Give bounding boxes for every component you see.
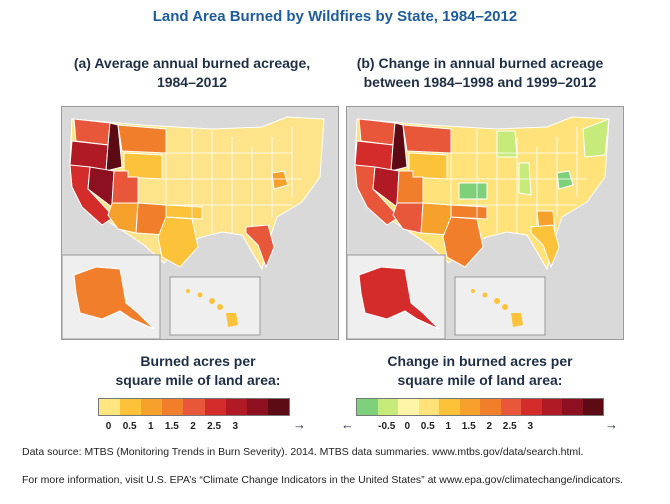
legend-swatch (541, 399, 562, 415)
state-west-virginia (271, 170, 289, 190)
state-hawaii (471, 289, 523, 327)
state-hawaii (186, 289, 238, 327)
state-montana (117, 124, 167, 154)
panel-a-right-arrow-icon: → (293, 417, 306, 432)
legend-tick-label: 0 (404, 421, 411, 432)
legend-swatch (480, 399, 501, 415)
legend-tick-label: 2.5 (207, 421, 222, 432)
state-wyoming (408, 152, 448, 180)
panel-b-title-line1: (b) Change in annual burned acreage (356, 55, 604, 71)
state-florida (530, 224, 560, 269)
legend-swatch (120, 399, 142, 415)
legend-tick-label: 1 (445, 421, 452, 432)
legend-swatch (439, 399, 460, 415)
legend-swatch (418, 399, 439, 415)
figure-title: Land Area Burned by Wildfires by State, … (152, 8, 518, 25)
panel-a-title-line1: (a) Average annual burned acreage, (73, 55, 311, 71)
legend-swatch (377, 399, 398, 415)
state-idaho (105, 122, 123, 172)
legend-tick-label: 2 (486, 421, 493, 432)
panel-a-map (61, 106, 339, 340)
legend-swatch (99, 399, 121, 415)
panel-a-title: (a) Average annual burned acreage, 1984–… (42, 54, 342, 92)
state-washington (73, 118, 111, 146)
legend-tick-label: 0 (105, 421, 112, 432)
legend-swatch (357, 399, 378, 415)
legend-tick-label: 2.5 (502, 421, 517, 432)
panel-b-right-arrow-icon: → (605, 417, 618, 432)
legend-tick-label: 2 (190, 421, 196, 432)
legend-tick-label: -0.5 (378, 421, 396, 432)
state-wyoming (123, 152, 163, 180)
legend-swatch (500, 399, 521, 415)
legend-swatch (562, 399, 583, 415)
panel-b-legend-line1: Change in burned acres per (387, 353, 573, 369)
panel-b-title: (b) Change in annual burned acreage betw… (330, 54, 630, 92)
legend-swatch (183, 399, 205, 415)
state-montana (402, 124, 452, 154)
legend-tick-label: 3 (527, 421, 534, 432)
legend-swatch (267, 399, 289, 415)
state-new-england (582, 118, 610, 158)
state-alaska (73, 266, 155, 330)
panel-b-title-line2: between 1984–1998 and 1999–2012 (363, 74, 597, 90)
state-florida (245, 224, 275, 269)
state-idaho (390, 122, 408, 172)
data-source-note: Data source: MTBS (Monitoring Trends in … (22, 446, 584, 458)
legend-swatch (246, 399, 268, 415)
state-borders (447, 127, 587, 233)
state-kansas (458, 182, 488, 200)
panel-b-legend-line2: square mile of land area: (397, 372, 563, 388)
legend-tick-label: 0.5 (122, 421, 137, 432)
panel-a-legend-line1: Burned acres per (140, 353, 256, 369)
state-oklahoma (450, 204, 488, 220)
hawaii-inset-box (454, 276, 546, 336)
legend-tick-label: 3 (232, 421, 238, 432)
state-west-virginia (556, 170, 574, 190)
state-arizona (107, 202, 139, 234)
panel-a-title-line2: 1984–2012 (156, 74, 228, 90)
legend-swatch (521, 399, 542, 415)
legend-swatch (225, 399, 247, 415)
state-borders (162, 127, 302, 233)
state-arizona (392, 202, 424, 234)
panel-a-legend-bar (98, 398, 290, 416)
panel-a-legend-line2: square mile of land area: (115, 372, 281, 388)
legend-tick-label: 0.5 (420, 421, 435, 432)
legend-swatch (204, 399, 226, 415)
more-info-note: For more information, visit U.S. EPA’s “… (22, 474, 624, 486)
legend-swatch (398, 399, 419, 415)
panel-b-legend-bar (356, 398, 604, 416)
panel-b-map (346, 106, 624, 340)
legend-tick-label: 1 (147, 421, 154, 432)
state-alaska (358, 266, 440, 330)
legend-swatch (459, 399, 480, 415)
legend-tick-label: 1.5 (461, 421, 476, 432)
legend-swatch (141, 399, 163, 415)
legend-tick-label: 1.5 (164, 421, 179, 432)
hawaii-inset-box (169, 276, 261, 336)
panel-a-legend-title: Burned acres per square mile of land are… (48, 352, 348, 390)
state-washington (358, 118, 396, 146)
panel-b-legend-title: Change in burned acres per square mile o… (330, 352, 630, 390)
legend-swatch (582, 399, 603, 415)
legend-swatch (162, 399, 184, 415)
panel-b-left-arrow-icon: ← (341, 417, 354, 432)
state-oklahoma (165, 204, 203, 220)
